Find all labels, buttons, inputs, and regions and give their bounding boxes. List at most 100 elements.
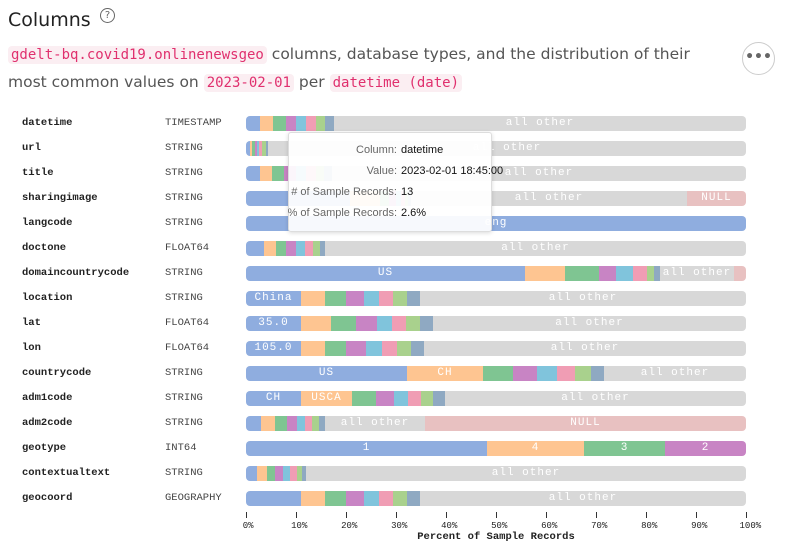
segment-all-other[interactable]: all other [424,341,746,356]
segment-value[interactable] [246,166,260,181]
segment-value[interactable] [255,141,257,156]
segment-value[interactable]: US [246,366,407,381]
segment-value[interactable] [421,391,433,406]
segment-all-other[interactable]: all other [660,266,734,281]
segment-value[interactable] [599,266,616,281]
segment-value[interactable] [297,416,305,431]
segment-value[interactable] [260,166,272,181]
segment-value[interactable] [252,141,255,156]
segment-value[interactable] [407,491,420,506]
segment-value[interactable] [393,291,407,306]
segment-value[interactable] [312,416,319,431]
segment-value[interactable] [287,416,297,431]
segment-value[interactable] [420,316,433,331]
segment-value[interactable] [267,466,275,481]
segment-value[interactable]: 4 [487,441,584,456]
segment-value[interactable] [407,291,420,306]
segment-value[interactable]: 35.0 [246,316,301,331]
segment-all-other[interactable]: all other [325,416,425,431]
segment-null[interactable] [734,266,746,281]
segment-value[interactable] [305,241,313,256]
segment-value[interactable] [316,116,325,131]
segment-value[interactable] [301,491,325,506]
segment-value[interactable] [250,141,252,156]
segment-value[interactable] [286,116,296,131]
segment-all-other[interactable]: all other [420,291,746,306]
segment-value[interactable] [286,241,296,256]
segment-value[interactable] [397,341,411,356]
segment-all-other[interactable]: all other [445,391,746,406]
segment-value[interactable] [394,391,408,406]
segment-value[interactable]: USCA [301,391,352,406]
segment-all-other[interactable]: all other [433,316,746,331]
segment-value[interactable]: 3 [584,441,665,456]
segment-value[interactable] [325,491,346,506]
segment-value[interactable] [275,466,283,481]
segment-null[interactable]: NULL [425,416,746,431]
segment-value[interactable] [654,266,660,281]
segment-value[interactable] [246,241,264,256]
segment-value[interactable] [259,141,262,156]
segment-value[interactable] [513,366,537,381]
segment-value[interactable] [246,141,250,156]
segment-value[interactable] [266,141,268,156]
segment-value[interactable] [616,266,633,281]
segment-value[interactable] [356,316,377,331]
segment-value[interactable]: US [246,266,525,281]
segment-value[interactable] [275,416,287,431]
segment-value[interactable] [246,491,301,506]
segment-value[interactable] [296,241,305,256]
segment-value[interactable] [591,366,604,381]
segment-value[interactable] [264,241,276,256]
segment-null[interactable]: NULL [687,191,746,206]
segment-value[interactable] [262,141,266,156]
segment-value[interactable] [433,391,445,406]
segment-value[interactable] [272,166,284,181]
segment-value[interactable] [325,341,346,356]
segment-value[interactable] [297,466,302,481]
segment-value[interactable] [301,316,331,331]
segment-value[interactable] [260,116,273,131]
segment-all-other[interactable]: all other [306,466,746,481]
segment-value[interactable] [276,241,286,256]
segment-value[interactable] [325,291,346,306]
segment-all-other[interactable]: all other [334,116,746,131]
question-circle-icon[interactable]: ? [100,8,115,23]
segment-value[interactable]: CH [246,391,301,406]
segment-value[interactable] [411,341,424,356]
segment-value[interactable] [346,491,364,506]
segment-value[interactable] [246,416,261,431]
segment-value[interactable] [246,116,260,131]
segment-value[interactable] [392,316,406,331]
segment-value[interactable] [379,291,393,306]
segment-value[interactable] [364,491,379,506]
segment-value[interactable] [352,391,376,406]
segment-all-other[interactable]: all other [325,241,746,256]
segment-value[interactable] [325,116,334,131]
segment-value[interactable] [575,366,591,381]
segment-value[interactable] [306,116,316,131]
segment-value[interactable] [313,241,320,256]
segment-value[interactable] [393,491,407,506]
segment-value[interactable] [565,266,599,281]
segment-value[interactable] [331,316,356,331]
segment-value[interactable] [366,341,382,356]
segment-value[interactable]: 105.0 [246,341,301,356]
segment-value[interactable]: 1 [246,441,487,456]
segment-value[interactable] [557,366,575,381]
segment-value[interactable] [305,416,312,431]
segment-value[interactable] [537,366,557,381]
segment-value[interactable] [273,116,286,131]
segment-value[interactable]: 2 [665,441,746,456]
segment-value[interactable] [525,266,565,281]
segment-value[interactable] [257,466,267,481]
segment-value[interactable] [377,316,392,331]
segment-value[interactable] [376,391,394,406]
segment-value[interactable] [346,341,366,356]
segment-value[interactable] [301,341,325,356]
segment-value[interactable] [320,241,325,256]
segment-value[interactable] [283,466,290,481]
segment-value[interactable] [290,466,297,481]
segment-value[interactable] [647,266,654,281]
segment-all-other[interactable]: all other [604,366,746,381]
